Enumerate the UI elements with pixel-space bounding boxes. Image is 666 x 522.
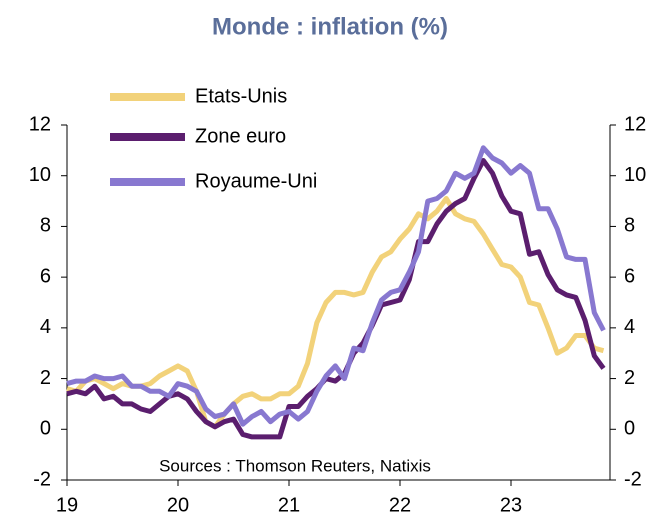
y2-tick-label: 12 — [624, 113, 646, 135]
y-tick-label: 8 — [40, 215, 51, 237]
y-tick-label: 2 — [40, 367, 51, 389]
x-tick-label: 19 — [56, 494, 78, 516]
x-tick-label: 21 — [278, 494, 300, 516]
x-tick-label: 22 — [389, 494, 411, 516]
y-tick-label: 6 — [40, 265, 51, 287]
y-tick-label: 0 — [40, 418, 51, 440]
series-line — [66, 158, 606, 440]
x-tick-label: 20 — [167, 494, 189, 516]
y-tick-label: 12 — [29, 113, 51, 135]
y-tick-label: 10 — [29, 164, 51, 186]
source-note: Sources : Thomson Reuters, Natixis — [159, 456, 431, 475]
chart-title: Monde : inflation (%) — [212, 13, 448, 40]
y-tick-label: -2 — [33, 468, 51, 490]
y2-tick-label: 0 — [624, 418, 635, 440]
series-line — [66, 196, 605, 430]
y2-tick-label: 2 — [624, 367, 635, 389]
x-tick-label: 23 — [500, 494, 522, 516]
y-tick-label: 4 — [40, 316, 51, 338]
legend-label: Etats-Unis — [195, 85, 287, 107]
y2-tick-label: 4 — [624, 316, 635, 338]
y2-tick-label: -2 — [624, 468, 642, 490]
y2-tick-label: 6 — [624, 265, 635, 287]
series-line — [66, 145, 606, 427]
legend-label: Royaume-Uni — [195, 170, 317, 192]
legend-label: Zone euro — [195, 125, 286, 147]
y2-tick-label: 10 — [624, 164, 646, 186]
y2-tick-label: 8 — [624, 215, 635, 237]
